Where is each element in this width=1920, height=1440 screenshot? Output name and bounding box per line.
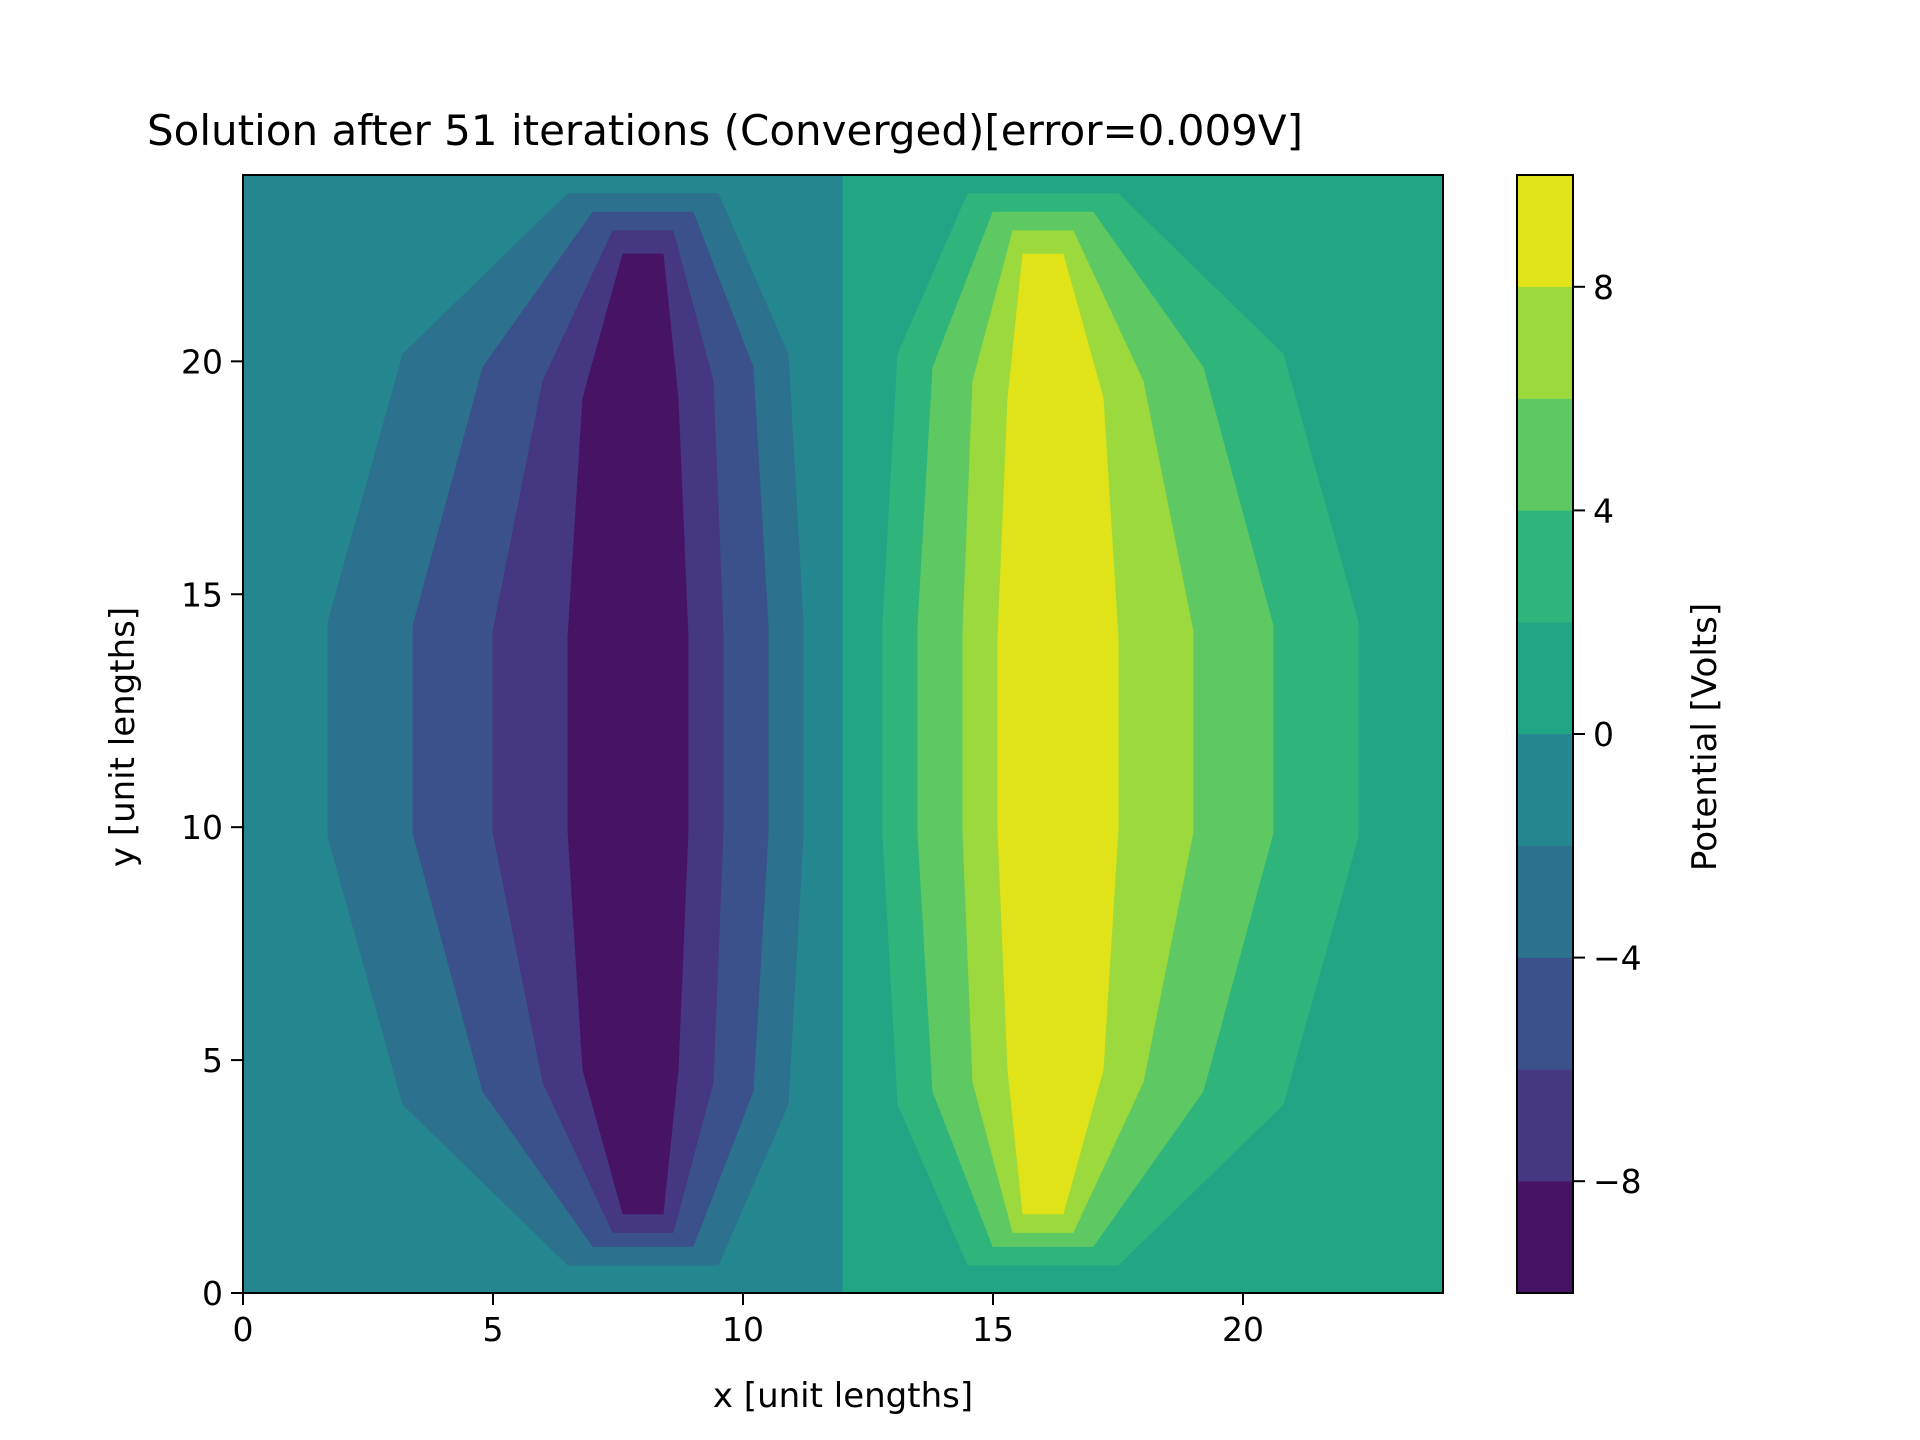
colorbar-tick-label: −8 bbox=[1593, 1162, 1642, 1201]
contour-band-pos-9 bbox=[997, 253, 1119, 1215]
colorbar-segment bbox=[1516, 733, 1574, 847]
y-tick-label: 10 bbox=[181, 808, 223, 847]
x-tick-label: 0 bbox=[233, 1310, 254, 1349]
colorbar-segment bbox=[1516, 398, 1574, 511]
colorbar-segment bbox=[1516, 174, 1574, 288]
colorbar-label: Potential [Volts] bbox=[1685, 603, 1725, 871]
x-axis: 0 5 10 15 20 bbox=[233, 1293, 1264, 1349]
colorbar-tick-label: 0 bbox=[1593, 715, 1614, 754]
x-axis-label: x [unit lengths] bbox=[713, 1376, 973, 1416]
x-tick-label: 20 bbox=[1222, 1310, 1264, 1349]
colorbar-segment bbox=[1516, 957, 1574, 1070]
colorbar-segment bbox=[1516, 845, 1574, 958]
x-tick-label: 10 bbox=[722, 1310, 764, 1349]
colorbar-tick-label: −4 bbox=[1593, 939, 1642, 978]
x-tick-label: 15 bbox=[972, 1310, 1014, 1349]
colorbar-segment bbox=[1516, 510, 1574, 623]
colorbar-tick-label: 8 bbox=[1593, 268, 1614, 307]
y-tick-label: 20 bbox=[181, 342, 223, 381]
contour-band-neg-4 bbox=[567, 253, 689, 1215]
y-axis: 0 5 10 15 20 bbox=[181, 342, 243, 1313]
plot-area bbox=[242, 174, 1444, 1294]
colorbar: −8 −4 0 4 8 bbox=[1516, 174, 1642, 1294]
chart-title: Solution after 51 iterations (Converged)… bbox=[147, 106, 1303, 155]
y-axis-label: y [unit lengths] bbox=[103, 607, 143, 867]
colorbar-segment bbox=[1516, 286, 1574, 399]
colorbar-tick-label: 4 bbox=[1593, 491, 1614, 530]
y-tick-label: 5 bbox=[202, 1041, 223, 1080]
colorbar-segment bbox=[1516, 621, 1574, 735]
x-tick-label: 5 bbox=[483, 1310, 504, 1349]
plot-frame bbox=[242, 174, 1444, 1294]
colorbar-segment bbox=[1516, 1180, 1574, 1294]
y-tick-label: 15 bbox=[181, 575, 223, 614]
colorbar-segment bbox=[1516, 1069, 1574, 1182]
y-tick-label: 0 bbox=[202, 1274, 223, 1313]
